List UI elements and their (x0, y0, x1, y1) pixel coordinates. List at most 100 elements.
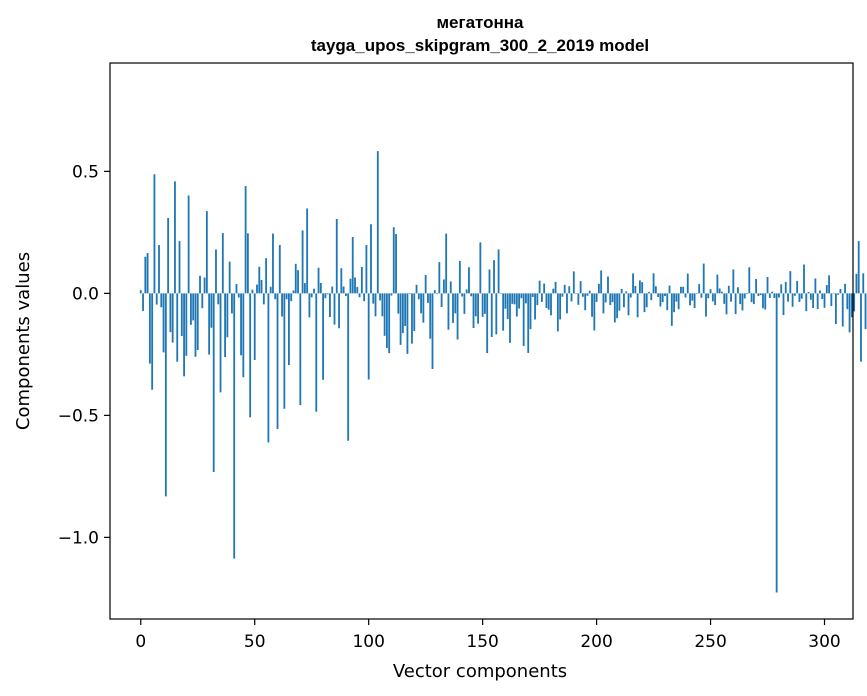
x-axis-ticks: 0 50 100 150 200 250 300 (135, 619, 841, 652)
bar (757, 293, 760, 297)
bar (798, 293, 801, 302)
bar (586, 293, 589, 296)
y-tick-label: 0.0 (72, 284, 99, 304)
bar (588, 290, 591, 294)
x-tick-label: 300 (808, 632, 840, 652)
bar (834, 293, 837, 325)
bar (584, 293, 587, 311)
bar (591, 293, 593, 317)
bar (449, 281, 452, 294)
bar (839, 288, 842, 294)
bar (675, 293, 678, 302)
bar (477, 293, 479, 324)
bar (764, 293, 767, 310)
bar (192, 293, 195, 321)
bar (670, 293, 673, 326)
bar (347, 293, 350, 441)
bar (481, 293, 484, 317)
bar (454, 293, 457, 314)
bar (620, 288, 623, 294)
bar-series (139, 151, 867, 593)
bar (652, 273, 655, 294)
bar (427, 293, 429, 303)
bar (420, 293, 423, 314)
bar (196, 293, 199, 350)
bar (775, 293, 778, 593)
bar (167, 217, 170, 294)
bar (422, 293, 425, 323)
bar (146, 253, 149, 294)
bar (479, 242, 482, 294)
bar (850, 293, 853, 318)
bar (383, 293, 386, 336)
bar (664, 293, 666, 297)
bar (331, 286, 334, 294)
bar (673, 293, 675, 313)
bar (363, 293, 366, 302)
bar (246, 233, 249, 294)
bar (709, 289, 712, 294)
bar (290, 293, 293, 302)
bar (604, 293, 607, 303)
bar (474, 293, 477, 317)
bar (613, 293, 616, 323)
bar (659, 293, 662, 307)
bar (390, 293, 393, 296)
bar (219, 293, 222, 393)
bar (582, 293, 584, 297)
bar (212, 293, 215, 472)
bar (857, 241, 860, 294)
bar (789, 271, 792, 294)
bar (148, 293, 151, 364)
bar (221, 233, 224, 294)
bar (650, 293, 653, 301)
bar (461, 293, 464, 297)
bar (470, 293, 473, 297)
bar (354, 277, 356, 294)
bar (725, 293, 728, 315)
bar (488, 269, 491, 294)
bar (595, 293, 598, 302)
bar (634, 286, 637, 294)
bar (424, 275, 427, 294)
bar (139, 290, 142, 294)
bar (433, 290, 436, 294)
bar (187, 195, 190, 294)
bar (632, 273, 634, 294)
bar (210, 293, 213, 328)
bar (846, 293, 849, 310)
bar (445, 233, 448, 294)
bar (819, 290, 821, 294)
bar (809, 293, 812, 300)
bar (404, 293, 407, 327)
bar (734, 293, 737, 315)
bar (431, 293, 434, 369)
x-tick-label: 150 (466, 632, 498, 652)
bar (379, 293, 381, 301)
bar (326, 293, 329, 295)
bar (272, 233, 274, 294)
bar (183, 293, 185, 377)
bar (759, 293, 762, 296)
bar (645, 293, 648, 308)
bar (504, 293, 507, 309)
bar (618, 293, 621, 311)
bar (340, 268, 343, 294)
bar (825, 285, 828, 294)
bar (793, 293, 796, 296)
bar (807, 291, 810, 294)
bar (162, 293, 165, 353)
bar (714, 293, 717, 306)
bar (602, 293, 605, 314)
chart-title: мегатонна (436, 13, 524, 32)
bar (862, 273, 865, 294)
bar (265, 258, 268, 294)
bar (739, 293, 742, 305)
bar (231, 293, 233, 314)
bar (351, 237, 354, 294)
bar (201, 293, 204, 309)
bar (718, 288, 721, 294)
bar (322, 293, 325, 380)
bar (547, 293, 550, 310)
bar (520, 293, 523, 299)
